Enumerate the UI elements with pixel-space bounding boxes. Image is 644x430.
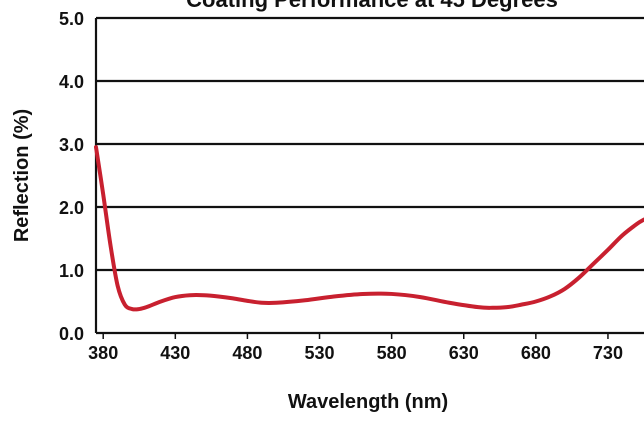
y-tick-labels: 0.0 1.0 2.0 3.0 4.0 5.0 [59, 9, 84, 344]
series-line-0 [94, 145, 644, 312]
x-tick-label: 630 [449, 343, 479, 363]
y-tick-label: 1.0 [59, 261, 84, 281]
x-tick-label: 480 [232, 343, 262, 363]
x-tick-label: 380 [88, 343, 118, 363]
x-tick-label: 680 [521, 343, 551, 363]
y-tick-label: 2.0 [59, 198, 84, 218]
y-tick-label: 3.0 [59, 135, 84, 155]
x-tick-label: 430 [160, 343, 190, 363]
y-tick-label: 5.0 [59, 9, 84, 29]
x-axis-title: Wavelength (nm) [288, 391, 448, 413]
y-tick-label: 4.0 [59, 72, 84, 92]
y-tick-label: 0.0 [59, 324, 84, 344]
series-layer [94, 145, 644, 312]
y-axis-title: Reflection (%) [11, 109, 33, 242]
x-tick-labels: 380 430 480 530 580 630 680 730 [88, 343, 623, 363]
x-tick-label: 730 [593, 343, 623, 363]
grid-lines [96, 16, 644, 335]
x-tick-label: 530 [305, 343, 335, 363]
chart-title: Coating Performance at 45 Degrees [186, 0, 558, 12]
axes [94, 18, 609, 339]
x-tick-label: 580 [377, 343, 407, 363]
